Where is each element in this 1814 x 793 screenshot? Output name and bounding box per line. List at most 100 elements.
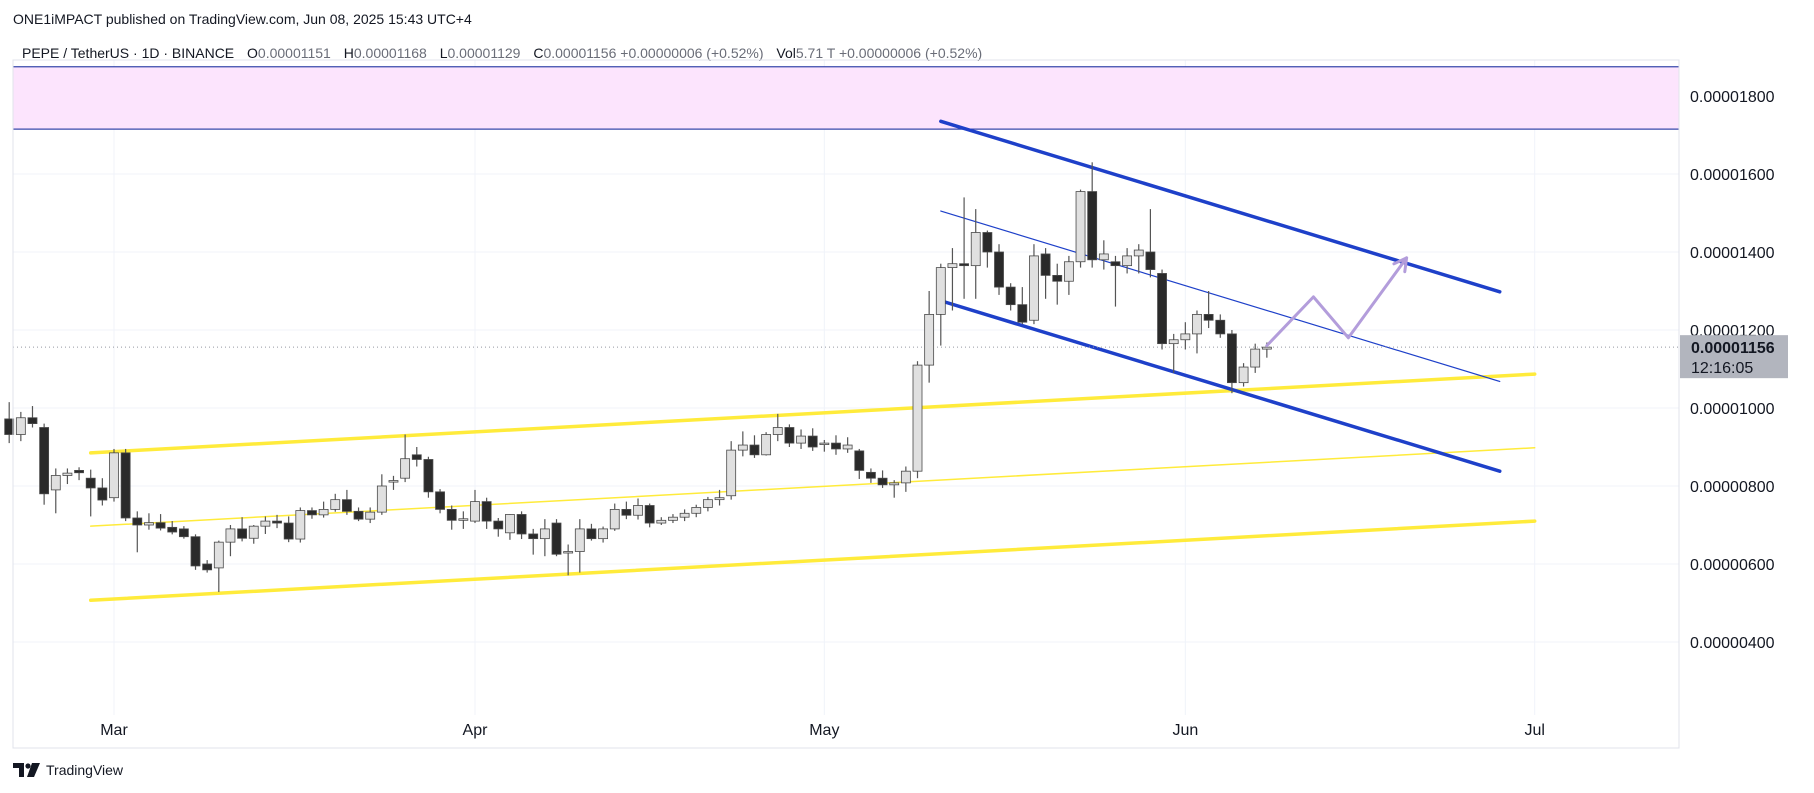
candle (1122, 248, 1133, 274)
candle-body (50, 475, 61, 491)
volume-label: Vol (776, 45, 796, 61)
candle (190, 534, 201, 570)
time-tick-label: May (809, 722, 839, 739)
candle (749, 435, 760, 458)
candle (120, 448, 131, 522)
candle (202, 560, 213, 573)
candle-body (1203, 313, 1214, 321)
symbol-name[interactable]: PEPE / TetherUS · 1D · BINANCE (22, 45, 235, 61)
candle (493, 517, 504, 537)
candle (702, 496, 713, 512)
candle (178, 526, 189, 539)
candle (213, 540, 224, 593)
candle (1180, 322, 1191, 350)
candle (900, 466, 911, 492)
blue-channel-upper-line[interactable] (939, 119, 1502, 294)
candle (144, 513, 154, 530)
yellow-channel-upper-line[interactable] (88, 372, 1537, 455)
candle (353, 507, 364, 522)
candle (959, 197, 969, 299)
candle-body (574, 528, 585, 552)
candle (248, 525, 259, 544)
price-tick-label: 0.00000400 (1690, 635, 1775, 652)
close-label: C (533, 45, 544, 61)
candle-body (1180, 333, 1191, 341)
projection-drawings[interactable] (1265, 256, 1409, 348)
candle (819, 439, 830, 452)
candle-body (376, 485, 387, 513)
candle (435, 489, 445, 514)
chart-frame (12, 59, 1680, 749)
open-label: O (247, 45, 258, 61)
candle-body (621, 508, 632, 516)
yellow-channel-lower-line[interactable] (88, 519, 1537, 603)
blue-channel-lower-line[interactable] (939, 299, 1502, 473)
candle-body (784, 427, 795, 444)
candle (283, 516, 294, 543)
candle (796, 429, 806, 449)
candle (411, 447, 422, 467)
candle (539, 519, 550, 557)
time-tick-label: Mar (100, 722, 128, 739)
yellow-channel-middle-line[interactable] (89, 447, 1536, 527)
projection-path[interactable] (1265, 256, 1409, 348)
candle (516, 511, 527, 540)
footer: TradingView (13, 762, 123, 778)
candle (388, 475, 399, 490)
candle-body (842, 444, 853, 450)
candle-body (598, 528, 608, 540)
candle (807, 428, 818, 451)
candle-body (295, 510, 306, 540)
candle-body (551, 522, 562, 555)
candle-body (190, 536, 201, 567)
tradingview-brand[interactable]: TradingView (46, 762, 124, 778)
candle (912, 361, 923, 479)
candle-body (563, 551, 574, 554)
low-value: 0.00001129 (447, 45, 521, 61)
candle (1063, 255, 1074, 295)
candle (62, 468, 73, 485)
candle (761, 432, 772, 456)
candle (1017, 287, 1028, 325)
publish-info: ONE1iMPACT published on TradingView.com,… (13, 11, 472, 27)
candle-body (365, 511, 376, 520)
candle-body (435, 491, 445, 510)
candle-body (202, 563, 213, 571)
candle-body (528, 533, 539, 540)
candle (621, 501, 632, 520)
candle (586, 523, 597, 541)
candle (1005, 283, 1016, 311)
candle-body (609, 508, 620, 530)
candle (1052, 263, 1063, 305)
candle-body (539, 528, 550, 540)
candle (644, 503, 655, 528)
candle-body (341, 499, 352, 512)
candle-body (237, 528, 247, 539)
price-tick-label: 0.00001400 (1690, 245, 1775, 262)
trend-drawings[interactable] (88, 119, 1537, 603)
price-axis[interactable]: 0.000018000.000016000.000014000.00001200… (1690, 89, 1775, 652)
candle (458, 511, 469, 529)
candle-body (458, 518, 469, 521)
candle-body (1122, 255, 1133, 267)
candle-body (167, 526, 178, 533)
candle-body (726, 449, 737, 497)
candle-body (1040, 253, 1051, 276)
candle-body (1215, 319, 1226, 335)
candle-body (248, 525, 259, 539)
price-tag-background (1680, 335, 1788, 379)
time-tick-label: Jun (1172, 722, 1198, 739)
candle-body (819, 442, 830, 446)
candle-body (225, 528, 236, 543)
candle-body (714, 497, 725, 501)
time-axis[interactable]: Mar Apr May Jun Jul (100, 722, 1545, 739)
blue-channel-middle-line[interactable] (940, 210, 1501, 383)
resistance-zone[interactable] (13, 66, 1679, 130)
candle-body (74, 469, 84, 474)
volume-change-value: +0.00000006 (+0.52%) (838, 45, 983, 61)
projection-arrowhead-icon[interactable] (1392, 256, 1409, 274)
candle (656, 517, 667, 525)
candle-body (668, 516, 678, 521)
candle-body (796, 435, 806, 444)
